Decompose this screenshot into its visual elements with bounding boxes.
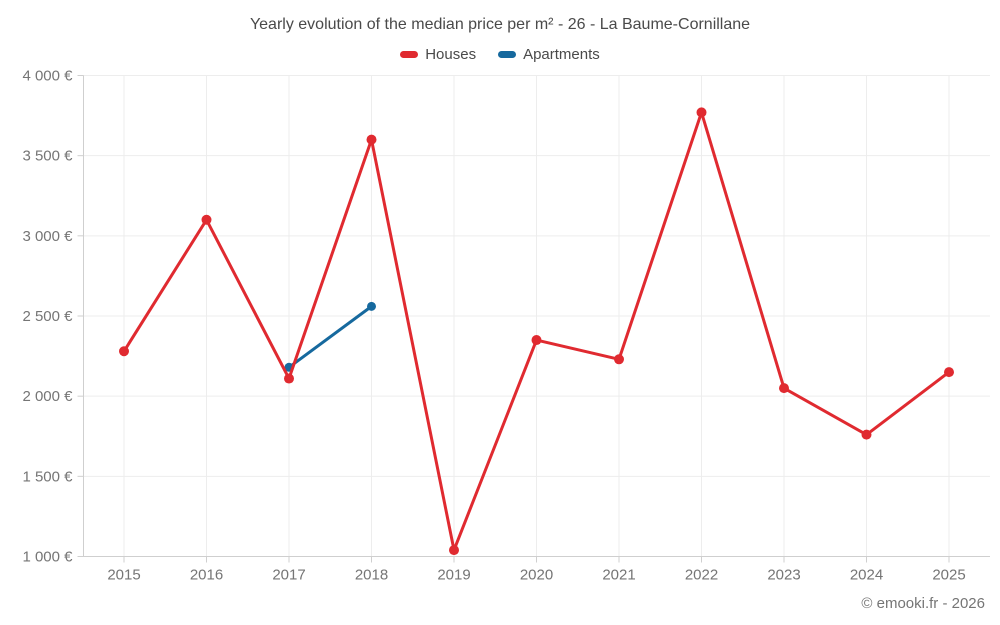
svg-text:1 500 €: 1 500 €: [22, 468, 73, 485]
svg-text:2022: 2022: [685, 567, 718, 584]
svg-text:2021: 2021: [602, 567, 635, 584]
svg-text:2 000 €: 2 000 €: [22, 388, 73, 405]
chart-title: Yearly evolution of the median price per…: [249, 16, 751, 33]
apartments-series-swatch-icon: [498, 51, 517, 58]
svg-text:2016: 2016: [190, 567, 223, 584]
legend-label-houses: Houses: [425, 46, 477, 63]
svg-text:2017: 2017: [272, 567, 305, 584]
chart-legend: Houses Apartments: [0, 46, 1000, 63]
svg-text:2024: 2024: [850, 567, 883, 584]
svg-text:1 000 €: 1 000 €: [22, 549, 73, 566]
svg-text:2019: 2019: [437, 567, 470, 584]
houses-series-swatch-icon: [400, 51, 419, 58]
svg-text:2023: 2023: [767, 567, 800, 584]
svg-text:3 500 €: 3 500 €: [22, 148, 73, 165]
svg-text:2020: 2020: [520, 567, 553, 584]
svg-text:2018: 2018: [355, 567, 388, 584]
svg-text:2 500 €: 2 500 €: [22, 308, 73, 325]
svg-text:3 000 €: 3 000 €: [22, 228, 73, 245]
svg-text:2015: 2015: [107, 567, 140, 584]
legend-label-apartments: Apartments: [523, 46, 600, 63]
legend-item-apartments[interactable]: Apartments: [498, 46, 600, 63]
legend-item-houses[interactable]: Houses: [400, 46, 476, 63]
svg-text:4 000 €: 4 000 €: [22, 68, 73, 85]
svg-text:2025: 2025: [932, 567, 965, 584]
copyright-credit: © emooki.fr - 2026: [861, 595, 985, 612]
